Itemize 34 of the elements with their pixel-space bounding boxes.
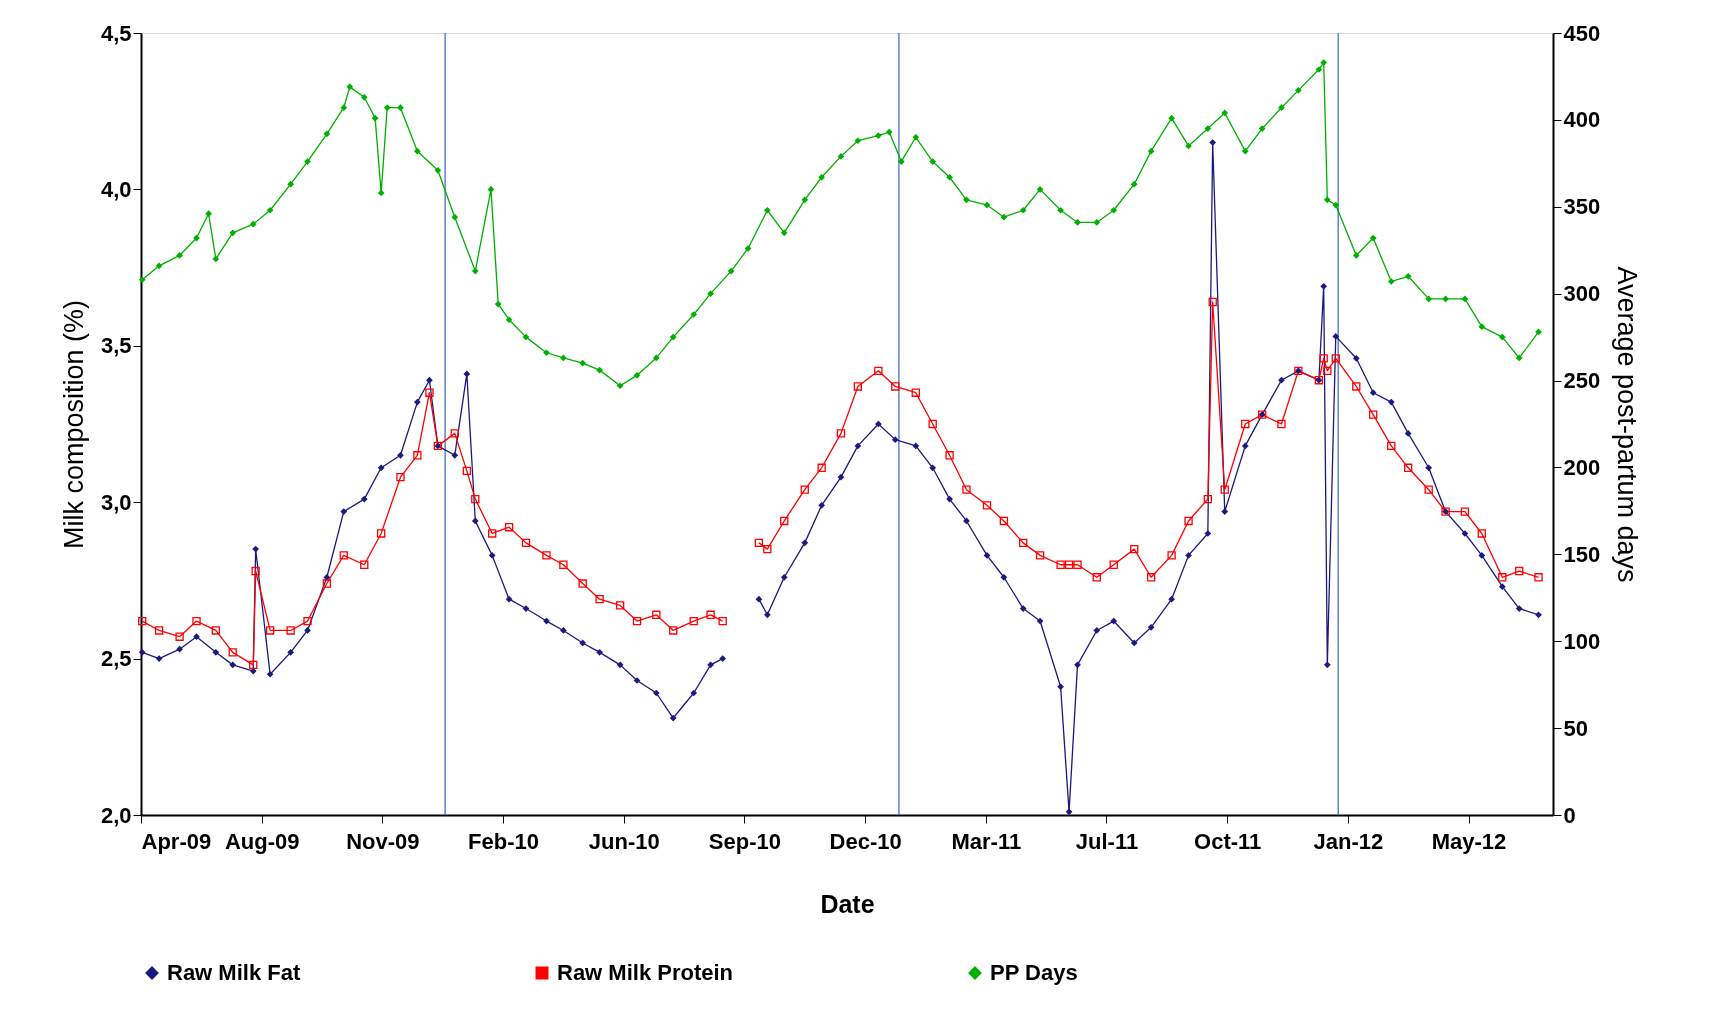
x-tick-label: Sep-10 <box>708 828 781 854</box>
y2-tick-label: 450 <box>1563 20 1601 46</box>
legend-label: PP Days <box>990 960 1078 985</box>
y2-axis-title: Average post-partum days <box>1612 266 1643 583</box>
x-tick-label: Apr-09 <box>141 828 212 854</box>
y-tick-label: 3,5 <box>100 333 132 359</box>
legend-label: Raw Milk Protein <box>557 960 734 985</box>
y2-tick-label: 200 <box>1563 454 1601 480</box>
x-axis-title: Date <box>820 889 875 918</box>
x-tick-label: Dec-10 <box>829 828 902 854</box>
x-tick-label: Jan-12 <box>1313 828 1384 854</box>
y-tick-label: 4,0 <box>100 176 132 202</box>
y-tick-label: 2,5 <box>100 646 132 672</box>
y2-tick-label: 250 <box>1563 368 1601 394</box>
y2-tick-label: 400 <box>1563 107 1601 133</box>
y2-tick-label: 0 <box>1563 802 1576 828</box>
x-tick-label: May-12 <box>1431 828 1507 854</box>
x-tick-label: Mar-11 <box>951 828 1022 854</box>
x-tick-label: Jun-10 <box>588 828 660 854</box>
x-tick-label: Jul-11 <box>1075 828 1139 854</box>
x-tick-label: Oct-11 <box>1194 828 1262 854</box>
y2-tick-label: 300 <box>1563 281 1601 307</box>
x-tick-label: Aug-09 <box>224 828 300 854</box>
y-tick-label: 2,0 <box>100 802 132 828</box>
y2-tick-label: 50 <box>1563 715 1588 741</box>
y-tick-label: 4,5 <box>100 20 132 46</box>
y-tick-label: 3,0 <box>100 489 132 515</box>
y2-tick-label: 100 <box>1563 628 1601 654</box>
y2-tick-label: 150 <box>1563 541 1601 567</box>
x-tick-label: Nov-09 <box>346 828 420 854</box>
y-axis-title: Milk composition (%) <box>58 299 89 550</box>
x-tick-label: Feb-10 <box>468 828 540 854</box>
y2-tick-label: 350 <box>1563 194 1601 220</box>
legend-label: Raw Milk Fat <box>167 960 301 985</box>
